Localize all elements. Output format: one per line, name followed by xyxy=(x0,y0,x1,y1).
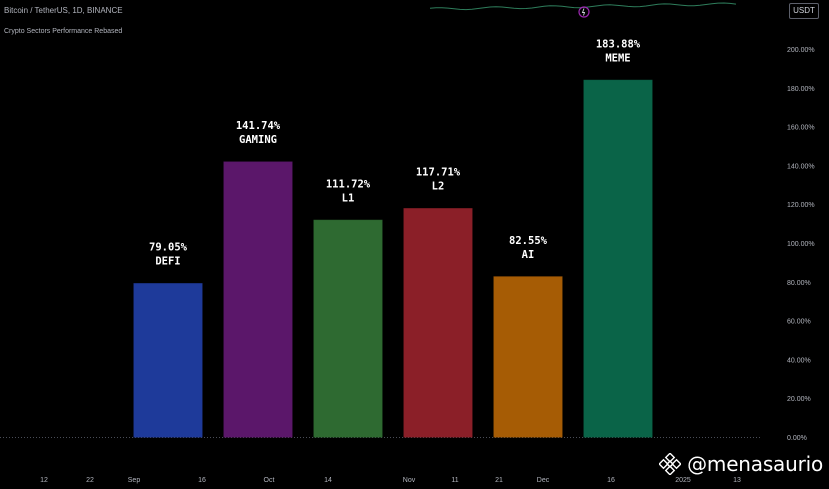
x-tick-label: 2025 xyxy=(675,477,691,484)
y-tick-label: 180.00% xyxy=(787,86,815,93)
x-tick-label: 16 xyxy=(198,477,206,484)
symbol-title: Bitcoin / TetherUS, 1D, BINANCE xyxy=(4,6,123,15)
currency-button[interactable]: USDT xyxy=(789,3,819,19)
y-tick-label: 80.00% xyxy=(787,280,811,287)
binance-logo-icon xyxy=(659,453,682,475)
data-label-category: AI xyxy=(522,249,535,261)
bar-gaming[interactable] xyxy=(223,161,293,438)
x-tick-label: 14 xyxy=(324,477,332,484)
y-tick-label: 100.00% xyxy=(787,241,815,248)
data-label-category: GAMING xyxy=(239,134,277,146)
x-tick-label: Sep xyxy=(128,477,141,484)
y-tick-label: 140.00% xyxy=(787,163,815,170)
y-tick-label: 0.00% xyxy=(787,435,807,442)
data-label-value: 183.88% xyxy=(596,38,641,50)
x-tick-label: 22 xyxy=(86,477,94,484)
watermark-text: @menasaurio xyxy=(687,452,823,476)
x-tick-label: 21 xyxy=(495,477,503,484)
data-label-category: L2 xyxy=(432,181,445,193)
y-tick-label: 20.00% xyxy=(787,396,811,403)
watermark: @menasaurio xyxy=(659,452,823,476)
data-label-category: DEFI xyxy=(155,256,180,268)
x-tick-label: 11 xyxy=(451,477,458,484)
x-tick-label: Dec xyxy=(537,477,550,484)
data-label-value: 117.71% xyxy=(416,167,461,179)
data-label-value: 111.72% xyxy=(326,178,371,190)
y-tick-label: 40.00% xyxy=(787,357,811,364)
y-tick-label: 120.00% xyxy=(787,202,815,209)
y-tick-label: 200.00% xyxy=(787,47,815,54)
x-tick-label: 12 xyxy=(40,477,48,484)
x-tick-label: Oct xyxy=(264,477,275,484)
data-label-category: L1 xyxy=(342,192,355,204)
data-label-category: MEME xyxy=(605,52,630,64)
bar-ai[interactable] xyxy=(493,276,563,438)
x-tick-label: 16 xyxy=(607,477,615,484)
x-tick-label: Nov xyxy=(403,477,416,484)
y-tick-label: 60.00% xyxy=(787,319,811,326)
replay-icon[interactable] xyxy=(578,6,590,18)
y-tick-label: 160.00% xyxy=(787,125,815,132)
indicator-subtitle: Crypto Sectors Performance Rebased xyxy=(4,28,123,35)
data-label-value: 82.55% xyxy=(509,235,548,247)
bar-meme[interactable] xyxy=(583,79,653,438)
bar-defi[interactable] xyxy=(133,283,203,438)
data-label-value: 79.05% xyxy=(149,242,188,254)
x-tick-label: 13 xyxy=(733,477,741,484)
bar-l1[interactable] xyxy=(313,219,383,438)
bar-l2[interactable] xyxy=(403,208,473,438)
data-label-value: 141.74% xyxy=(236,120,281,132)
